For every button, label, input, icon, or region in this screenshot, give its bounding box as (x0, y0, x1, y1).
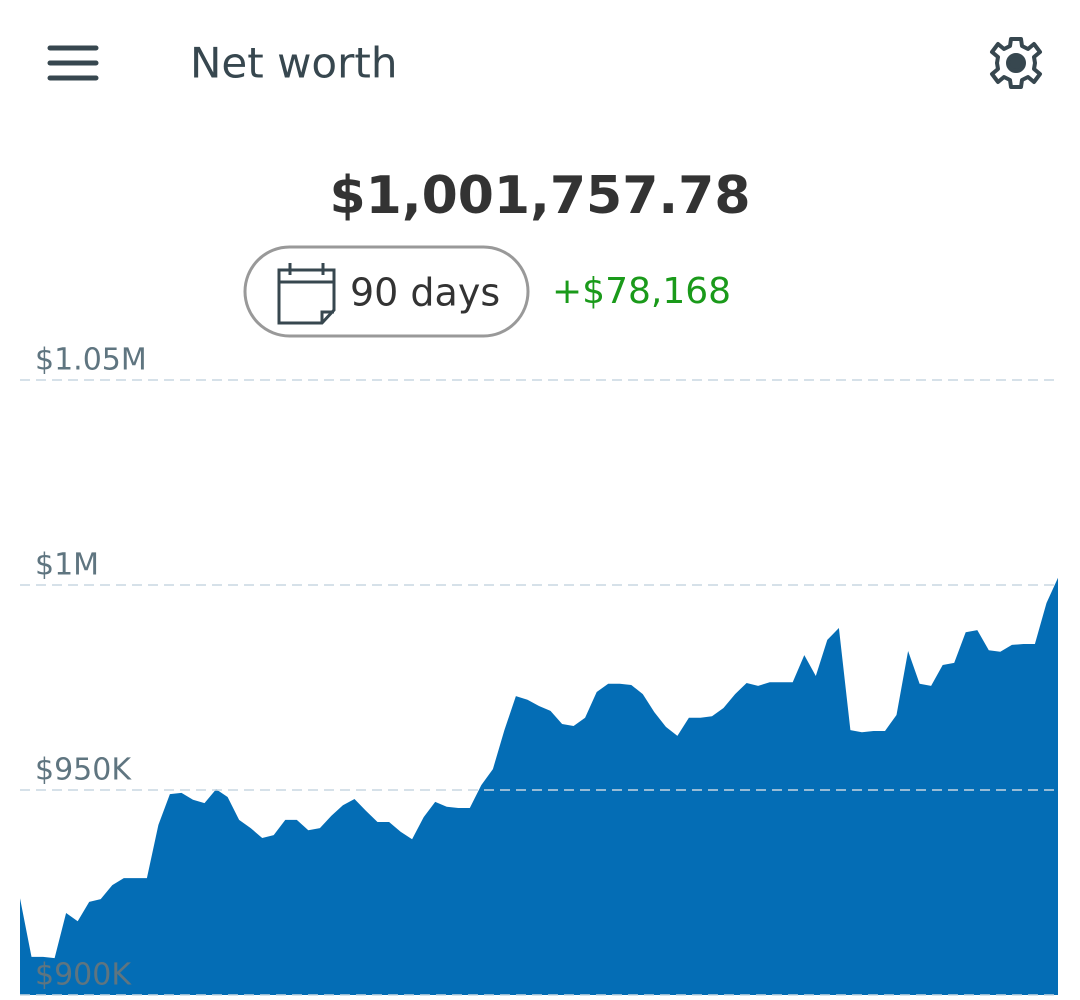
chart: $900K $950K $1M $1.05M (20, 343, 1058, 996)
menu-button[interactable] (47, 45, 99, 81)
period-change: +$78,168 (552, 271, 731, 312)
y-tick-label: $900K (35, 958, 132, 993)
y-tick-label: $1M (35, 548, 99, 583)
settings-button[interactable] (990, 37, 1042, 89)
y-tick-label: $1.05M (35, 343, 147, 378)
period-label: 90 days (350, 271, 500, 315)
area (20, 577, 1058, 995)
net-worth-total: $1,001,757.78 (329, 166, 750, 226)
page-title: Net worth (190, 39, 397, 88)
period-selector[interactable]: 90 days (243, 245, 530, 338)
y-tick-label: $950K (35, 753, 132, 788)
